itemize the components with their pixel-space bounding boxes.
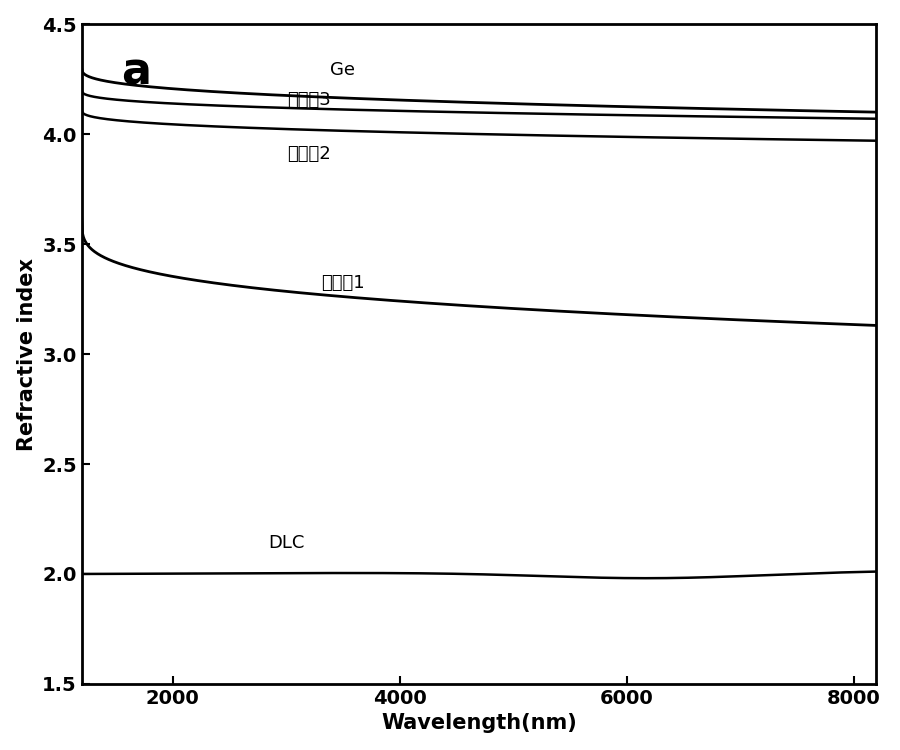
X-axis label: Wavelength(nm): Wavelength(nm) — [382, 713, 577, 734]
Text: 实施例3: 实施例3 — [287, 91, 330, 109]
Text: a: a — [122, 50, 151, 94]
Text: 实施例2: 实施例2 — [287, 145, 330, 163]
Y-axis label: Refractive index: Refractive index — [17, 257, 37, 451]
Text: 实施例1: 实施例1 — [321, 274, 365, 292]
Text: DLC: DLC — [268, 534, 304, 552]
Text: Ge: Ge — [330, 62, 356, 80]
